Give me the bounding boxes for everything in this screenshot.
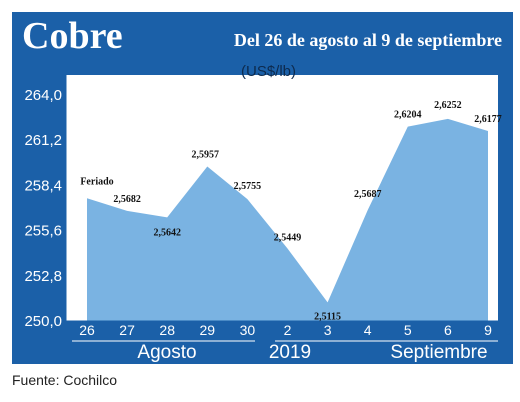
x-tick-label: 2 <box>284 322 292 338</box>
chart-title: Cobre <box>22 15 123 57</box>
group-label-year: 2019 <box>268 342 312 363</box>
x-tick-label: 4 <box>364 322 372 338</box>
x-tick-label: 26 <box>79 322 95 338</box>
data-label: 2,5687 <box>354 189 382 200</box>
y-axis-unit-label: (US$/lb) <box>241 63 297 80</box>
y-tick-label: 261,2 <box>24 132 62 149</box>
data-label: Feriado <box>80 176 113 187</box>
y-tick-label: 250,0 <box>24 313 62 330</box>
data-label: 2,5682 <box>113 194 141 205</box>
chart-subtitle: Del 26 de agosto al 9 de septiembre <box>233 30 502 50</box>
data-label: 2,6204 <box>394 110 422 121</box>
x-tick-label: 27 <box>119 322 135 338</box>
x-tick-label: 29 <box>200 322 216 338</box>
y-tick-label: 252,8 <box>24 268 62 285</box>
x-tick-label: 5 <box>404 322 412 338</box>
x-tick-label: 6 <box>444 322 452 338</box>
y-tick-label: 255,6 <box>24 223 62 240</box>
y-tick-label: 258,4 <box>24 177 62 194</box>
series-area <box>87 118 488 322</box>
data-label: 2,5115 <box>314 311 341 322</box>
data-label: 2,5449 <box>274 233 302 244</box>
group-label-agosto: Agosto <box>137 342 197 363</box>
x-tick-label: 9 <box>484 322 492 338</box>
y-tick-label: 264,0 <box>24 87 62 104</box>
data-label: 2,5957 <box>192 150 220 161</box>
data-label: 2,5642 <box>153 227 181 238</box>
x-tick-label: 3 <box>324 322 332 338</box>
x-tick-label: 28 <box>159 322 175 338</box>
data-label: 2,5755 <box>234 181 262 192</box>
x-tick-label: 30 <box>240 322 256 338</box>
data-label: 2,6177 <box>474 114 502 125</box>
data-label: 2,6252 <box>434 100 462 111</box>
source-note: Fuente: Cochilco <box>12 372 118 388</box>
group-label-septiembre: Septiembre <box>390 342 488 363</box>
